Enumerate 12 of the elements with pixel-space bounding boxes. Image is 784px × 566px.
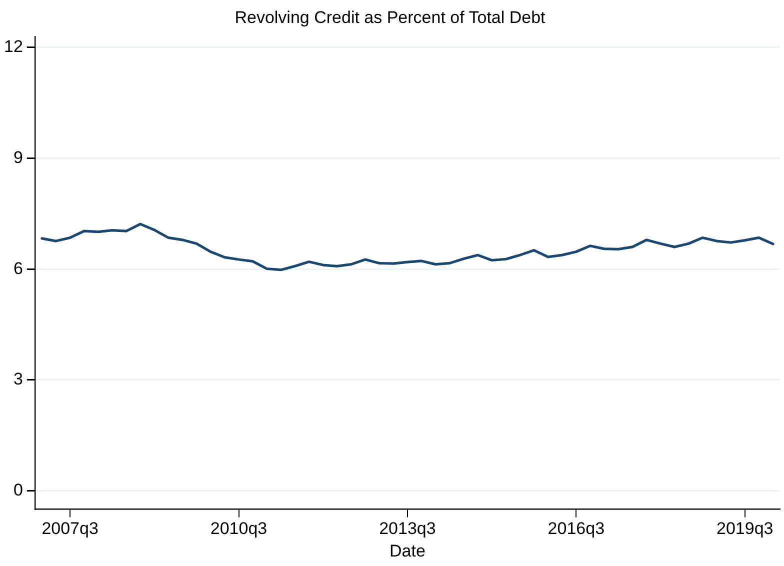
chart-title: Revolving Credit as Percent of Total Debt bbox=[234, 8, 546, 27]
y-tick-label: 0 bbox=[13, 480, 23, 500]
y-tick-label: 6 bbox=[13, 258, 23, 278]
x-tick-label: 2007q3 bbox=[42, 519, 98, 538]
x-tick-label: 2016q3 bbox=[548, 519, 605, 538]
x-axis-title: Date bbox=[389, 541, 426, 560]
x-tick-label: 2013q3 bbox=[379, 519, 436, 538]
y-tick-label: 9 bbox=[13, 148, 23, 167]
x-tick-label: 2010q3 bbox=[210, 519, 268, 538]
x-tick-label: 2019q3 bbox=[716, 519, 774, 538]
y-tick-label: 12 bbox=[4, 37, 23, 56]
y-tick-label: 3 bbox=[13, 370, 23, 389]
